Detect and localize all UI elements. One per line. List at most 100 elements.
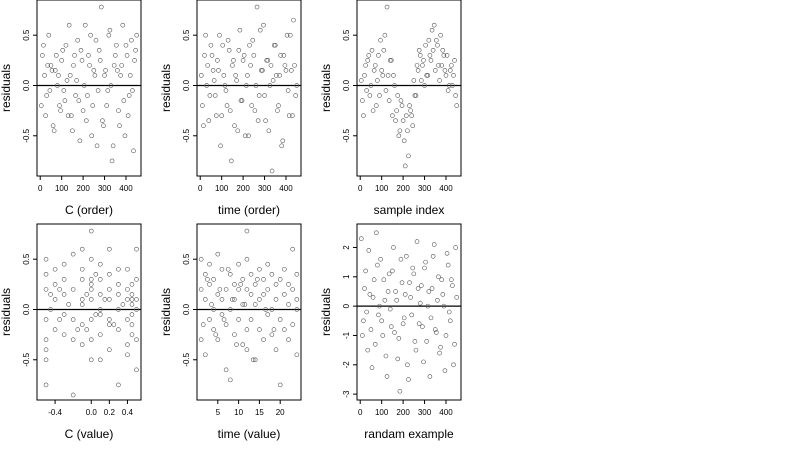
data-point bbox=[428, 315, 434, 321]
data-point bbox=[88, 277, 94, 282]
data-point bbox=[442, 368, 448, 373]
data-point bbox=[121, 98, 127, 103]
data-point bbox=[61, 292, 67, 297]
data-point bbox=[282, 266, 287, 272]
data-point bbox=[244, 327, 250, 332]
data-point bbox=[451, 73, 456, 78]
data-point bbox=[211, 307, 216, 312]
data-point bbox=[450, 283, 455, 288]
data-point bbox=[379, 68, 384, 73]
data-point bbox=[70, 251, 76, 257]
data-point bbox=[387, 306, 393, 312]
x-axis-title: C (order) bbox=[65, 203, 113, 217]
data-point bbox=[435, 297, 440, 303]
data-point bbox=[209, 302, 214, 307]
x-axis-title: C (value) bbox=[65, 427, 114, 441]
data-point bbox=[437, 350, 442, 356]
x-tick-label: 0 bbox=[358, 184, 363, 193]
data-point bbox=[233, 73, 238, 78]
y-tick-label: -0.5 bbox=[182, 128, 191, 142]
data-point bbox=[361, 113, 366, 118]
data-point bbox=[447, 68, 453, 73]
data-point bbox=[380, 73, 386, 78]
data-point bbox=[358, 236, 364, 241]
data-point bbox=[427, 53, 433, 58]
data-point bbox=[378, 37, 383, 43]
x-tick-label: 300 bbox=[418, 408, 432, 417]
data-point bbox=[382, 297, 388, 303]
data-point bbox=[219, 113, 224, 118]
data-point bbox=[366, 248, 372, 253]
data-point bbox=[368, 327, 374, 332]
data-point bbox=[282, 292, 287, 297]
data-point bbox=[98, 307, 103, 312]
data-point bbox=[277, 277, 283, 282]
data-point bbox=[123, 42, 129, 48]
data-point bbox=[291, 17, 296, 23]
data-point bbox=[79, 342, 85, 347]
data-point bbox=[369, 365, 375, 371]
data-point bbox=[286, 302, 291, 307]
data-point bbox=[93, 312, 99, 317]
data-point bbox=[365, 347, 371, 353]
data-point bbox=[218, 143, 223, 149]
data-point bbox=[93, 271, 99, 277]
data-point bbox=[236, 47, 242, 53]
data-point bbox=[126, 93, 132, 98]
data-point bbox=[230, 63, 235, 68]
data-point bbox=[257, 327, 262, 332]
data-point bbox=[256, 93, 262, 98]
data-point bbox=[211, 277, 216, 282]
data-point bbox=[430, 253, 436, 259]
data-point bbox=[107, 297, 112, 302]
data-point bbox=[198, 337, 204, 342]
data-point bbox=[398, 256, 404, 262]
data-point bbox=[265, 287, 271, 292]
data-point bbox=[292, 63, 297, 68]
data-point bbox=[79, 58, 85, 63]
data-point bbox=[385, 73, 391, 78]
data-point bbox=[120, 22, 126, 28]
data-point bbox=[283, 68, 289, 73]
data-point bbox=[426, 289, 432, 294]
data-point bbox=[266, 128, 272, 134]
y-tick-label: 2 bbox=[342, 245, 351, 250]
data-point bbox=[269, 332, 275, 337]
data-point bbox=[386, 98, 392, 103]
data-point bbox=[119, 63, 125, 68]
data-point bbox=[52, 297, 58, 302]
data-point bbox=[43, 382, 49, 388]
data-point bbox=[248, 292, 254, 297]
data-point bbox=[275, 108, 280, 113]
data-point bbox=[204, 83, 209, 88]
data-point bbox=[215, 251, 221, 257]
data-point bbox=[369, 47, 375, 53]
data-point bbox=[57, 103, 62, 108]
data-point bbox=[48, 307, 53, 312]
data-point bbox=[219, 266, 225, 272]
data-point bbox=[380, 333, 386, 338]
data-point bbox=[277, 382, 283, 388]
data-point bbox=[271, 327, 277, 332]
data-point bbox=[215, 58, 220, 63]
data-point bbox=[399, 280, 405, 285]
data-point bbox=[129, 282, 135, 287]
data-point bbox=[363, 268, 368, 274]
data-point bbox=[276, 103, 281, 108]
data-point bbox=[441, 303, 447, 309]
data-point bbox=[131, 148, 136, 154]
data-point bbox=[203, 271, 208, 277]
data-point bbox=[84, 118, 89, 123]
x-tick-label: 200 bbox=[76, 184, 90, 193]
x-tick-label: 5 bbox=[216, 408, 221, 417]
data-point bbox=[47, 88, 53, 93]
data-point bbox=[274, 73, 279, 78]
data-point bbox=[364, 309, 369, 315]
plot-frame bbox=[36, 0, 142, 177]
data-point bbox=[48, 292, 53, 297]
data-point bbox=[107, 347, 112, 353]
data-point bbox=[245, 73, 250, 78]
data-points bbox=[198, 228, 300, 388]
y-axis-title: residuals bbox=[0, 64, 13, 112]
